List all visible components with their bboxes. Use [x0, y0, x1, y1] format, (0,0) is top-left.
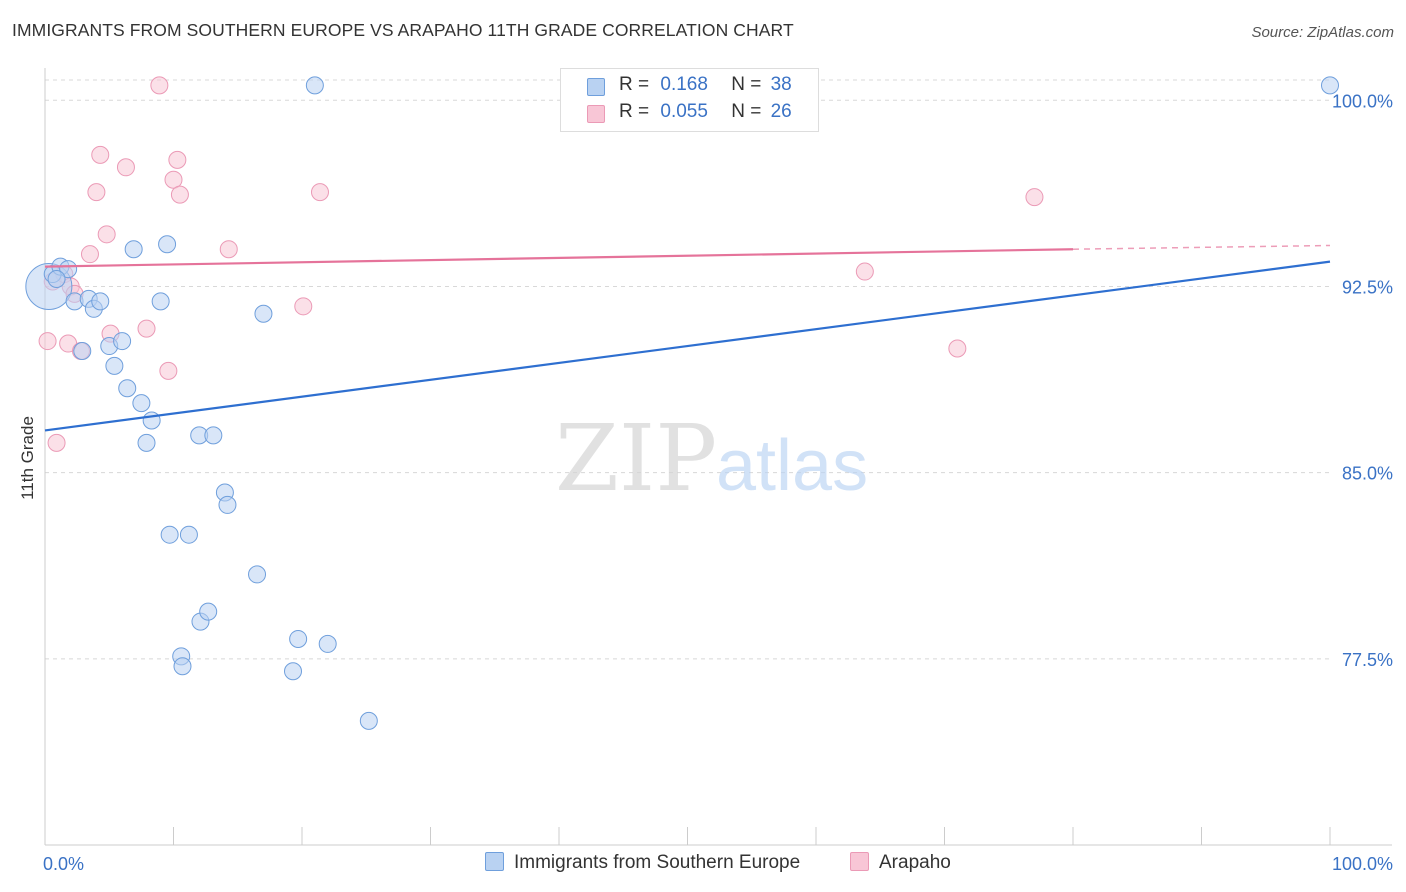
- r-value: 0.168: [660, 74, 708, 95]
- n-label: N =: [731, 74, 762, 95]
- southern-europe-points: [25, 76, 1339, 730]
- arapaho-point: [168, 150, 187, 169]
- r-label: R =: [619, 74, 650, 95]
- y-tick-label: 85.0%: [1342, 464, 1393, 484]
- southern-europe-point: [73, 341, 92, 360]
- southern-europe-point: [137, 433, 156, 452]
- southern-europe-point: [59, 260, 78, 279]
- pink-swatch: [850, 852, 869, 871]
- n-value: 26: [770, 101, 792, 122]
- southern-europe-point: [199, 602, 218, 621]
- arapaho-point: [855, 262, 874, 281]
- southern-europe-trend-line: [44, 260, 1331, 432]
- southern-europe-point: [91, 292, 110, 311]
- arapaho-point: [80, 245, 99, 264]
- arapaho-point: [294, 297, 313, 316]
- southern-europe-point: [305, 76, 324, 95]
- arapaho-point: [219, 240, 238, 259]
- arapaho-point: [97, 225, 116, 244]
- arapaho-point: [91, 145, 110, 164]
- southern-europe-point: [151, 292, 170, 311]
- legend-row-text: R = 0.168 N = 38: [619, 74, 792, 96]
- blue-swatch: [485, 852, 504, 871]
- r-value: 0.055: [660, 101, 708, 122]
- southern-europe-point: [284, 662, 303, 681]
- source-label: Source: ZipAtlas.com: [1251, 24, 1394, 41]
- watermark-zip: ZIP: [555, 405, 717, 512]
- arapaho-point: [170, 185, 189, 204]
- arapaho-trend-extension: [1072, 244, 1331, 250]
- n-value: 38: [770, 74, 792, 95]
- southern-europe-point: [113, 332, 132, 351]
- southern-europe-point: [179, 525, 198, 544]
- arapaho-trend-line: [44, 248, 1074, 268]
- southern-europe-point: [118, 379, 137, 398]
- southern-europe-point: [160, 525, 179, 544]
- southern-europe-point: [173, 657, 192, 676]
- southern-europe-point: [204, 426, 223, 445]
- watermark: ZIP atlas: [555, 405, 868, 512]
- arapaho-point: [87, 183, 106, 202]
- southern-europe-point: [105, 356, 124, 375]
- legend-label: Immigrants from Southern Europe: [514, 852, 801, 873]
- x-tick-label: 0.0%: [43, 854, 84, 874]
- tick-labels: 77.5% 85.0% 92.5% 100.0% 0.0% 100.0%: [43, 91, 1393, 874]
- southern-europe-point: [124, 240, 143, 259]
- y-tick-label: 77.5%: [1342, 650, 1393, 670]
- southern-europe-point: [132, 394, 151, 413]
- axes: [44, 68, 1392, 846]
- southern-europe-point: [158, 235, 177, 254]
- southern-europe-point: [1321, 76, 1339, 95]
- arapaho-point: [948, 339, 967, 358]
- arapaho-point: [137, 319, 156, 338]
- southern-europe-point: [218, 495, 237, 514]
- correlation-legend: R = 0.168 N = 38 R = 0.055 N = 26: [560, 68, 819, 132]
- legend-item-southern-europe: Immigrants from Southern Europe: [485, 852, 800, 874]
- arapaho-point: [310, 183, 329, 202]
- arapaho-point: [159, 361, 178, 380]
- trend-lines: [44, 244, 1331, 432]
- southern-europe-point: [248, 565, 267, 584]
- southern-europe-point: [359, 711, 378, 730]
- y-tick-label: 100.0%: [1332, 91, 1393, 111]
- arapaho-point: [1025, 188, 1044, 207]
- southern-europe-point: [289, 629, 308, 648]
- legend-label: Arapaho: [879, 852, 951, 873]
- arapaho-point: [150, 76, 169, 95]
- n-label: N =: [731, 101, 762, 122]
- arapaho-point: [164, 170, 183, 189]
- arapaho-point: [116, 158, 135, 177]
- arapaho-point: [38, 332, 57, 351]
- southern-europe-point: [47, 270, 66, 289]
- arapaho-point: [47, 433, 66, 452]
- blue-swatch: [587, 78, 605, 96]
- chart-title: IMMIGRANTS FROM SOUTHERN EUROPE VS ARAPA…: [12, 20, 794, 40]
- southern-europe-point: [318, 634, 337, 653]
- pink-swatch: [587, 105, 605, 123]
- legend-row-text: R = 0.055 N = 26: [619, 101, 792, 123]
- r-label: R =: [619, 101, 650, 122]
- watermark-atlas: atlas: [716, 426, 868, 506]
- grid-lines: [45, 79, 1330, 660]
- southern-europe-point: [254, 304, 273, 323]
- y-tick-label: 92.5%: [1342, 277, 1393, 297]
- legend-item-arapaho: Arapaho: [850, 852, 951, 874]
- x-tick-label: 100.0%: [1332, 854, 1393, 874]
